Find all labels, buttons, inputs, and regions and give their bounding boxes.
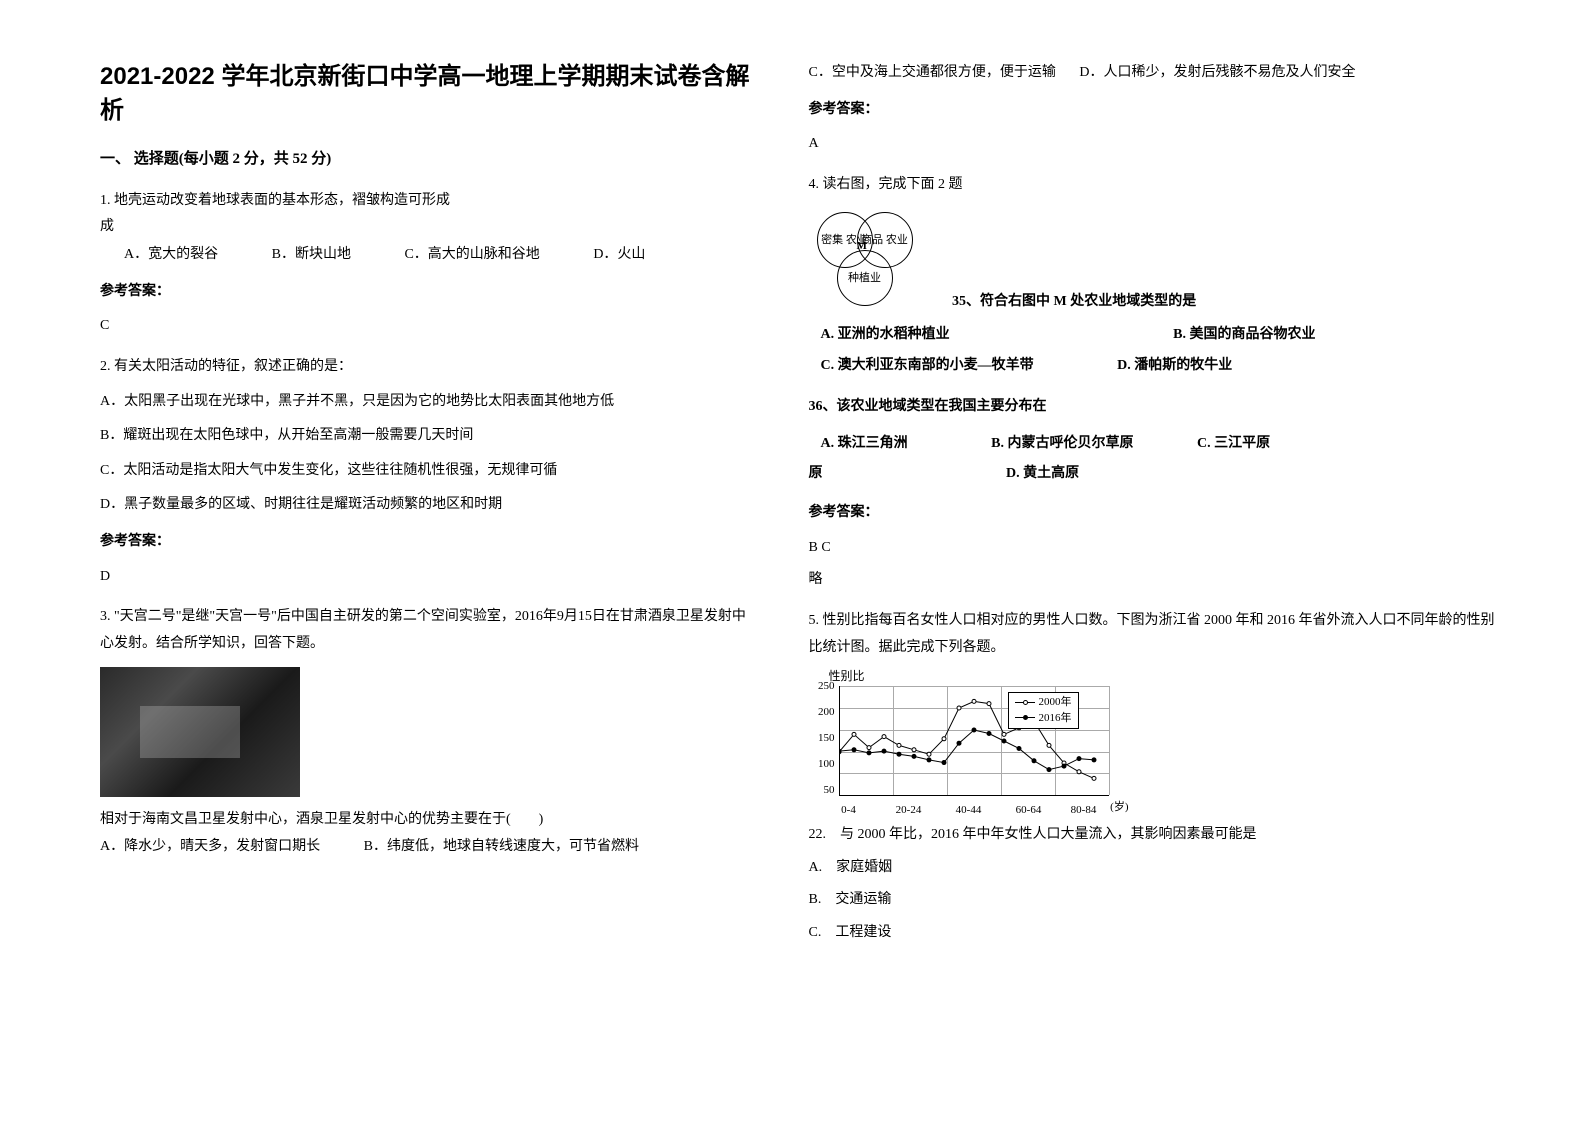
q2-text: 2. 有关太阳活动的特征，叙述正确的是： [100,354,759,381]
tiangong-image [100,667,300,797]
q3-optC: C．空中及海上交通都很方便，便于运输 [809,65,1056,80]
q35-label: 35、符合右图中 M 处农业地域类型的是 [952,290,1196,310]
q1-optA: A．宽大的裂谷 [124,241,218,269]
section-header: 一、 选择题(每小题 2 分，共 52 分) [100,145,759,174]
ytick-50: 50 [809,784,835,796]
chart-ylabel: 性别比 [829,667,1498,684]
legend-2000: 2000年 [1015,695,1072,710]
q5-text: 5. 性别比指每百名女性人口相对应的男性人口数。下图为浙江省 2000 年和 2… [809,608,1498,661]
q1-answer-label: 参考答案： [100,279,759,306]
q2-answer-label: 参考答案： [100,529,759,556]
q1-answer: C [100,313,759,340]
ytick-150: 150 [809,732,835,744]
xtick-4: 80-84 [1071,804,1097,816]
q2-optB: B．耀斑出现在太阳色球中，从开始至高潮一般需要几天时间 [100,423,759,450]
q22-optA: A. 家庭婚姻 [809,855,1498,882]
q3-text: 3. "天宫二号"是继"天宫一号"后中国自主研发的第二个空间实验室，2016年9… [100,604,759,657]
chart-xunit: (岁) [1110,798,1128,814]
question-1: 1. 地壳运动改变着地球表面的基本形态，褶皱构造可形成 成 A．宽大的裂谷 B．… [100,188,759,269]
q3-sub: 相对于海南文昌卫星发射中心，酒泉卫星发射中心的优势主要在于( ) [100,807,759,834]
q4-answer-label: 参考答案： [809,500,1498,527]
q3-optA: A．降水少，晴天多，发射窗口期长 [100,839,320,854]
ytick-100: 100 [809,758,835,770]
chart-legend: 2000年 2016年 [1008,692,1079,729]
q3-answer: A [809,131,1498,158]
q4-text: 4. 读右图，完成下面 2 题 [809,172,1498,199]
chart-area: 250 200 150 100 50 0-4 20-24 40-44 60-64… [809,686,1119,816]
xtick-3: 60-64 [1016,804,1042,816]
q36-D: D. 黄土高原 [1006,459,1079,490]
q2-optC: C．太阳活动是指太阳大气中发生变化，这些往往随机性很强，无规律可循 [100,458,759,485]
right-column: C．空中及海上交通都很方便，便于运输 D．人口稀少，发射后残骸不易危及人们安全 … [799,60,1498,1082]
q3-optD: D．人口稀少，发射后残骸不易危及人们安全 [1079,65,1355,80]
q36-C: C. 三江平原 [1197,429,1270,460]
q35-D: D. 潘帕斯的牧牛业 [1117,351,1232,382]
xtick-2: 40-44 [956,804,982,816]
venn-circle-3: 种植业 [837,250,893,306]
left-column: 2021-2022 学年北京新街口中学高一地理上学期期末试卷含解析 一、 选择题… [100,60,799,1082]
q36-A: A. 珠江三角洲 [821,429,908,460]
ytick-250: 250 [809,680,835,692]
q1-optB: B．断块山地 [272,241,351,269]
venn-m-label: M [857,240,867,252]
q2-optD: D．黑子数量最多的区域、时期往往是耀斑活动频繁的地区和时期 [100,492,759,519]
question-2: 2. 有关太阳活动的特征，叙述正确的是： A．太阳黑子出现在光球中，黑子并不黑，… [100,354,759,519]
q3-opts-row1: A．降水少，晴天多，发射窗口期长 B．纬度低，地球自转线速度大，可节省燃料 [100,834,759,861]
q4-ext: 略 [809,567,1498,594]
q36-label: 36、该农业地域类型在我国主要分布在 [809,394,1498,421]
q1-optD: D．火山 [593,241,645,269]
q35-C: C. 澳大利亚东南部的小麦—牧羊带 [821,351,1034,382]
legend-2016: 2016年 [1015,711,1072,726]
q35-B: B. 美国的商品谷物农业 [1173,320,1315,351]
q2-answer: D [100,564,759,591]
q1-options: A．宽大的裂谷 B．断块山地 C．高大的山脉和谷地 D．火山 [124,241,759,269]
q1-text: 1. 地壳运动改变着地球表面的基本形态，褶皱构造可形成 [100,188,759,215]
ytick-200: 200 [809,706,835,718]
q3-answer-label: 参考答案： [809,97,1498,124]
q22-optB: B. 交通运输 [809,887,1498,914]
sex-ratio-chart: 性别比 250 200 150 100 50 0-4 20-24 40-44 6… [809,667,1498,816]
exam-title: 2021-2022 学年北京新街口中学高一地理上学期期末试卷含解析 [100,60,759,127]
q4-venn-row: 密集 农业 商品 农业 种植业 M 35、符合右图中 M 处农业地域类型的是 [809,204,1498,320]
q4-answer: B C [809,535,1498,562]
q35-A: A. 亚洲的水稻种植业 [821,320,950,351]
q3-opts-row2: C．空中及海上交通都很方便，便于运输 D．人口稀少，发射后残骸不易危及人们安全 [809,60,1498,87]
q3-optB: B．纬度低，地球自转线速度大，可节省燃料 [364,839,639,854]
q36-options: A. 珠江三角洲 B. 内蒙古呼伦贝尔草原 C. 三江平原 原 D. 黄土高原 [809,429,1498,491]
xtick-1: 20-24 [896,804,922,816]
q36-B: B. 内蒙古呼伦贝尔草原 [991,429,1133,460]
q22-text: 22. 与 2000 年比，2016 年中年女性人口大量流入，其影响因素最可能是 [809,822,1498,849]
venn-diagram: 密集 农业 商品 农业 种植业 M [809,212,929,312]
q1-optC: C．高大的山脉和谷地 [404,241,539,269]
q35-options: A. 亚洲的水稻种植业 B. 美国的商品谷物农业 C. 澳大利亚东南部的小麦—牧… [809,320,1498,382]
q22-optC: C. 工程建设 [809,920,1498,947]
question-3: 3. "天宫二号"是继"天宫一号"后中国自主研发的第二个空间实验室，2016年9… [100,604,759,860]
q2-optA: A．太阳黑子出现在光球中，黑子并不黑，只是因为它的地势比太阳表面其他地方低 [100,389,759,416]
xtick-0: 0-4 [841,804,856,816]
q1-cont: 成 [100,214,759,241]
